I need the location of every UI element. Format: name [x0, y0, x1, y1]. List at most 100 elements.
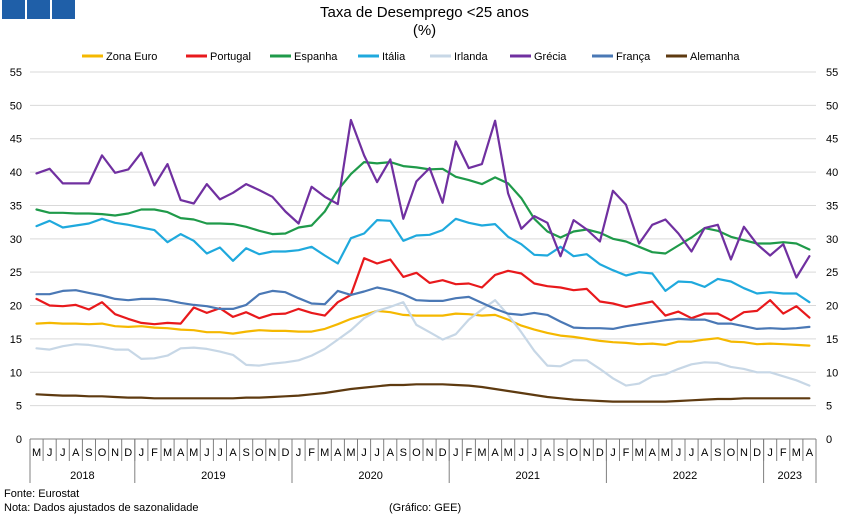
x-tick-label: O [98, 447, 107, 459]
y-tick-label-right: 55 [826, 67, 838, 79]
x-tick-label: D [439, 447, 447, 459]
x-tick-label: N [111, 447, 119, 459]
x-tick-label: A [649, 447, 657, 459]
x-tick-label: M [163, 447, 172, 459]
x-tick-label: D [124, 447, 132, 459]
x-tick-label: N [740, 447, 748, 459]
series-line [35, 383, 811, 403]
x-tick-label: O [569, 447, 578, 459]
footnote: Nota: Dados ajustados de sazonalidade [4, 502, 199, 514]
x-tick-label: J [767, 447, 773, 459]
logo-block [27, 0, 50, 19]
y-tick-label-right: 50 [826, 100, 838, 112]
y-tick-label-right: 25 [826, 267, 838, 279]
x-tick-label: D [753, 447, 761, 459]
x-tick-label: S [557, 447, 564, 459]
chart-title: Taxa de Desemprego <25 anos [320, 4, 529, 21]
x-tick-label: N [583, 447, 591, 459]
x-tick-label: M [189, 447, 198, 459]
x-tick-label: M [320, 447, 329, 459]
year-label: 2019 [201, 470, 225, 482]
legend-label: Alemanha [690, 51, 740, 63]
y-tick-label-left: 40 [10, 167, 22, 179]
x-tick-label: S [85, 447, 92, 459]
y-tick-label-right: 5 [826, 401, 832, 413]
series-line [35, 217, 811, 304]
logo-block [2, 0, 25, 19]
y-tick-label-right: 20 [826, 301, 838, 313]
x-tick-label: F [780, 447, 787, 459]
x-tick-label: O [412, 447, 421, 459]
y-tick-label-right: 35 [826, 200, 838, 212]
x-tick-label: J [217, 447, 223, 459]
x-tick-label: N [268, 447, 276, 459]
x-tick-label: J [204, 447, 210, 459]
y-tick-label-left: 35 [10, 200, 22, 212]
x-tick-label: M [504, 447, 513, 459]
series-line [35, 286, 811, 330]
y-tick-label-left: 50 [10, 100, 22, 112]
x-tick-label: J [519, 447, 525, 459]
x-tick-label: M [635, 447, 644, 459]
y-tick-label-left: 10 [10, 367, 22, 379]
x-tick-label: M [346, 447, 355, 459]
x-tick-label: J [532, 447, 538, 459]
x-tick-label: N [426, 447, 434, 459]
y-tick-label-left: 5 [16, 401, 22, 413]
x-tick-label: A [806, 447, 814, 459]
x-tick-label: A [334, 447, 342, 459]
legend-label: Portugal [210, 51, 251, 63]
x-tick-label: D [281, 447, 289, 459]
x-tick-label: A [544, 447, 552, 459]
series-line [35, 257, 811, 326]
x-tick-label: O [255, 447, 264, 459]
x-tick-label: O [727, 447, 736, 459]
legend-label: Irlanda [454, 51, 489, 63]
x-tick-label: A [387, 447, 395, 459]
series-line [35, 161, 811, 255]
x-tick-label: J [361, 447, 367, 459]
x-tick-label: J [139, 447, 145, 459]
x-tick-label: S [400, 447, 407, 459]
x-tick-label: J [453, 447, 459, 459]
x-tick-label: J [610, 447, 616, 459]
x-tick-label: D [596, 447, 604, 459]
x-tick-label: S [714, 447, 721, 459]
x-tick-label: A [491, 447, 499, 459]
x-tick-label: J [60, 447, 66, 459]
y-tick-label-right: 10 [826, 367, 838, 379]
credit-note: (Gráfico: GEE) [389, 502, 462, 514]
y-tick-label-left: 0 [16, 434, 22, 446]
x-tick-label: J [296, 447, 302, 459]
legend-label: França [616, 51, 651, 63]
y-tick-label-right: 30 [826, 234, 838, 246]
logo-block [52, 0, 75, 19]
x-tick-label: M [32, 447, 41, 459]
legend-label: Itália [382, 51, 406, 63]
x-tick-label: F [151, 447, 158, 459]
x-tick-label: F [465, 447, 472, 459]
source-note: Fonte: Eurostat [4, 488, 80, 500]
x-tick-label: M [792, 447, 801, 459]
y-tick-label-right: 45 [826, 134, 838, 146]
x-tick-label: M [477, 447, 486, 459]
series-line [35, 309, 811, 347]
x-tick-label: J [689, 447, 695, 459]
y-tick-label-left: 30 [10, 234, 22, 246]
x-tick-label: M [661, 447, 670, 459]
x-tick-label: A [72, 447, 80, 459]
year-label: 2022 [673, 470, 697, 482]
year-label: 2023 [778, 470, 802, 482]
legend-label: Espanha [294, 51, 338, 63]
x-tick-label: J [47, 447, 53, 459]
y-tick-label-left: 55 [10, 67, 22, 79]
y-tick-label-right: 0 [826, 434, 832, 446]
y-tick-label-left: 15 [10, 334, 22, 346]
x-tick-label: A [701, 447, 709, 459]
x-tick-label: S [242, 447, 249, 459]
x-tick-label: F [308, 447, 315, 459]
y-tick-label-right: 15 [826, 334, 838, 346]
x-tick-label: A [177, 447, 185, 459]
year-label: 2020 [358, 470, 382, 482]
